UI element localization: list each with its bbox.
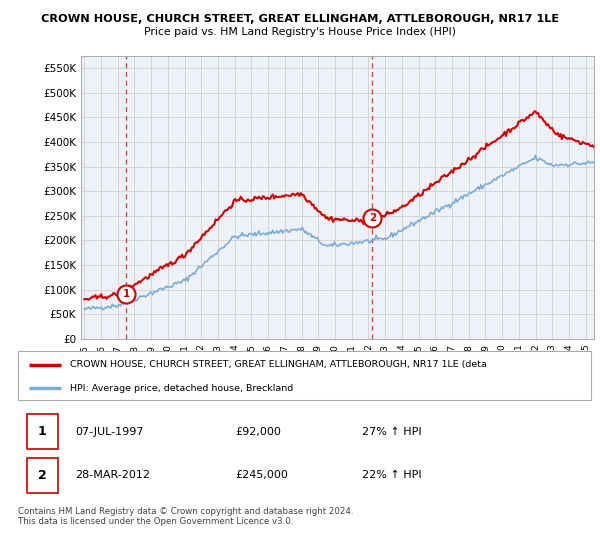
Text: 28-MAR-2012: 28-MAR-2012 — [76, 470, 151, 480]
FancyBboxPatch shape — [18, 351, 591, 400]
FancyBboxPatch shape — [26, 414, 58, 450]
Text: 22% ↑ HPI: 22% ↑ HPI — [362, 470, 421, 480]
Text: 1: 1 — [123, 288, 130, 298]
Text: 2: 2 — [368, 213, 376, 223]
Text: 27% ↑ HPI: 27% ↑ HPI — [362, 427, 421, 437]
Text: £245,000: £245,000 — [236, 470, 289, 480]
Text: HPI: Average price, detached house, Breckland: HPI: Average price, detached house, Brec… — [70, 384, 293, 393]
Text: 2: 2 — [38, 469, 47, 482]
Text: £92,000: £92,000 — [236, 427, 281, 437]
Text: 07-JUL-1997: 07-JUL-1997 — [76, 427, 144, 437]
Text: CROWN HOUSE, CHURCH STREET, GREAT ELLINGHAM, ATTLEBOROUGH, NR17 1LE: CROWN HOUSE, CHURCH STREET, GREAT ELLING… — [41, 14, 559, 24]
FancyBboxPatch shape — [26, 458, 58, 493]
Text: 1: 1 — [38, 426, 47, 438]
Text: Contains HM Land Registry data © Crown copyright and database right 2024.
This d: Contains HM Land Registry data © Crown c… — [18, 507, 353, 526]
Text: Price paid vs. HM Land Registry's House Price Index (HPI): Price paid vs. HM Land Registry's House … — [144, 27, 456, 37]
Text: CROWN HOUSE, CHURCH STREET, GREAT ELLINGHAM, ATTLEBOROUGH, NR17 1LE (deta: CROWN HOUSE, CHURCH STREET, GREAT ELLING… — [70, 361, 487, 370]
